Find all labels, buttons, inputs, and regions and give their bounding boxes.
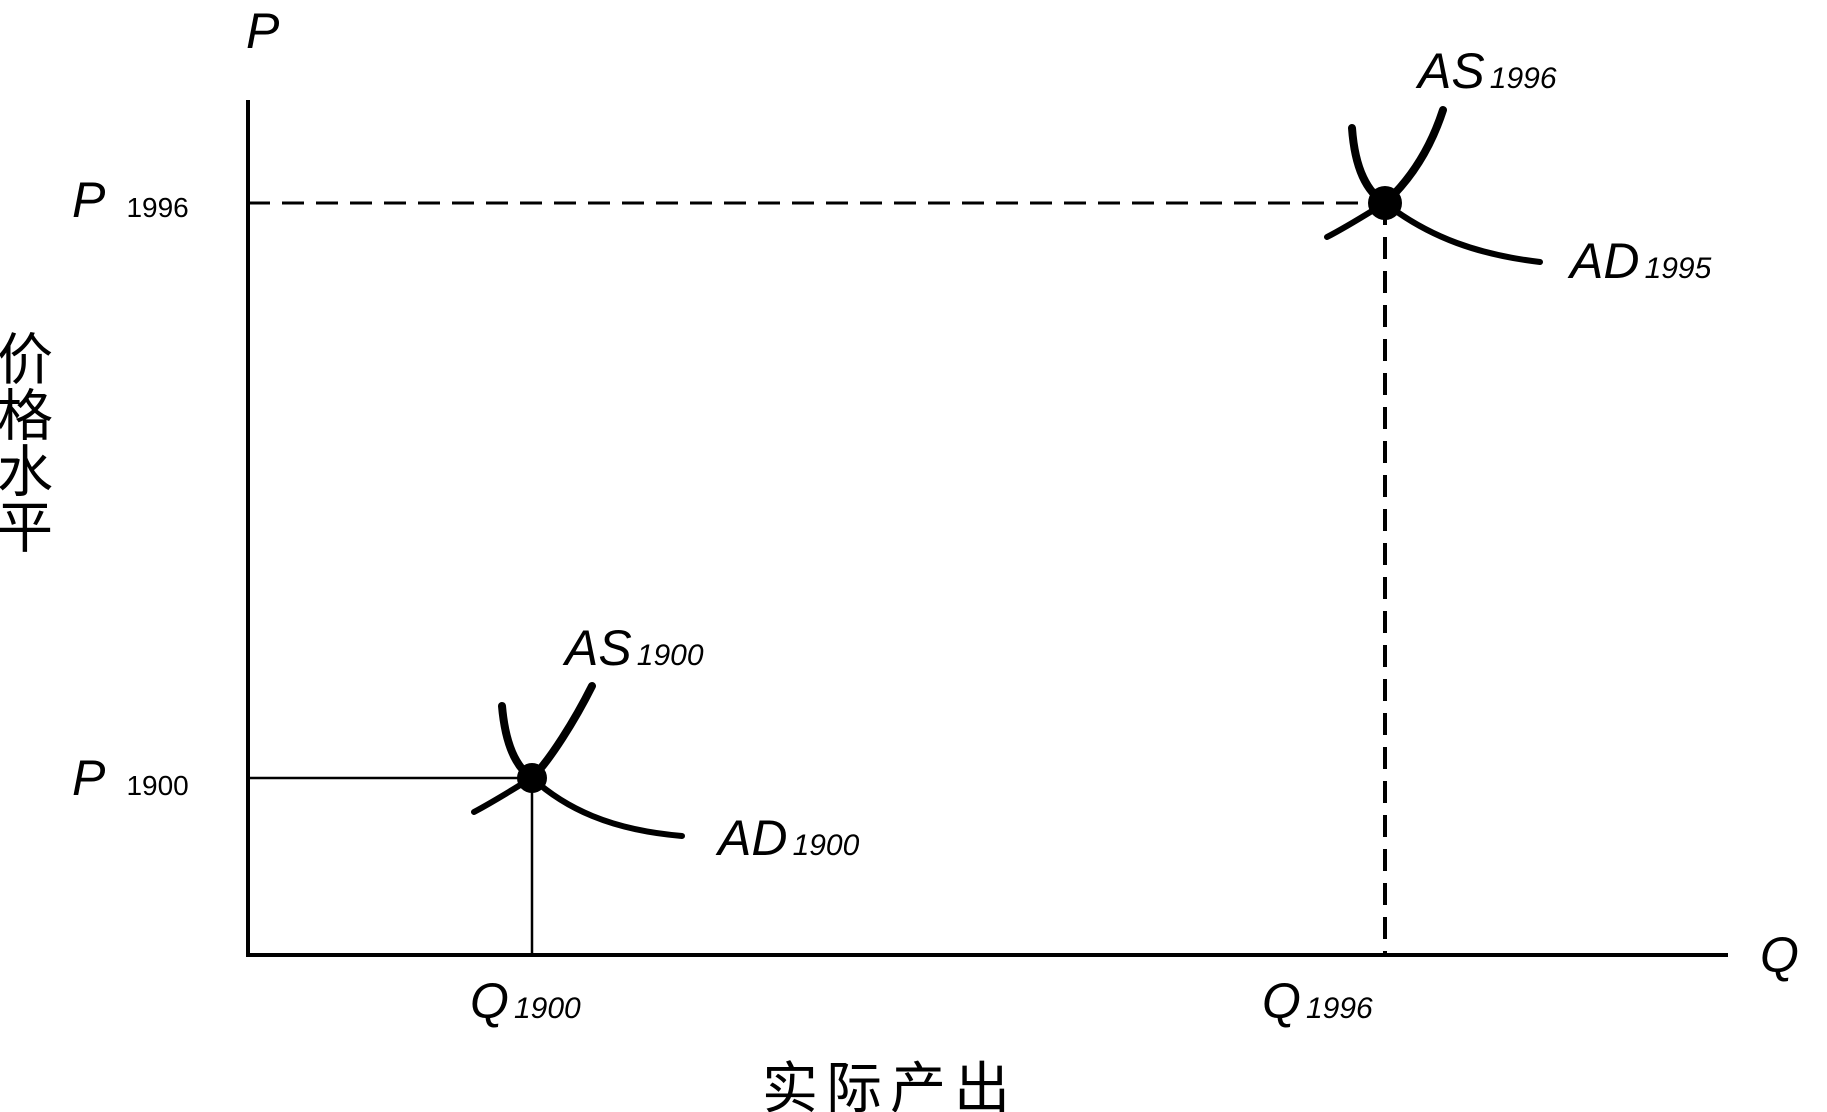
label-as-1900: AS 1900 <box>562 620 704 676</box>
x-axis-title: 实际产出 <box>762 1057 1018 1112</box>
x-tick-q1996-sub: 1996 <box>1306 992 1373 1025</box>
y-axis-letter: P <box>246 3 280 59</box>
as-1900-curve <box>498 682 596 784</box>
x-tick-q1900-main: Q <box>470 973 509 1029</box>
x-tick-q1900-sub: 1900 <box>514 992 581 1025</box>
y-tick-p1900-main: P <box>72 750 106 806</box>
label-as-1996-sub: 1996 <box>1490 62 1557 95</box>
label-ad-1900-sub: 1900 <box>793 829 860 862</box>
label-as-1996-main: AS <box>1415 43 1485 99</box>
ad-1996-curve <box>1324 199 1543 265</box>
x-tick-q1900: Q 1900 <box>470 973 581 1029</box>
ad-1900-curve <box>471 774 685 839</box>
y-tick-p1900-sub: 1900 <box>126 770 188 801</box>
y-tick-p1996: P 1996 <box>72 172 189 228</box>
as-1996-curve <box>1348 106 1447 208</box>
x-tick-q1996: Q 1996 <box>1262 973 1373 1029</box>
label-as-1900-main: AS <box>562 620 632 676</box>
equilibrium-1900-point <box>517 763 547 793</box>
label-as-1900-sub: 1900 <box>637 639 704 672</box>
label-as-1996: AS 1996 <box>1415 43 1557 99</box>
y-tick-p1996-sub: 1996 <box>126 192 188 223</box>
x-axis-letter: Q <box>1760 927 1799 983</box>
y-tick-p1996-main: P <box>72 172 106 228</box>
y-tick-p1900: P 1900 <box>72 750 189 806</box>
label-ad-1996: AD 1995 <box>1567 233 1712 289</box>
label-ad-1996-sub: 1995 <box>1645 252 1712 285</box>
label-ad-1900-main: AD <box>715 810 787 866</box>
label-ad-1900: AD 1900 <box>715 810 860 866</box>
x-tick-q1996-main: Q <box>1262 973 1301 1029</box>
label-ad-1996-main: AD <box>1567 233 1639 289</box>
equilibrium-1996-point <box>1368 186 1402 220</box>
y-axis-title: 价格水平 <box>0 330 53 554</box>
